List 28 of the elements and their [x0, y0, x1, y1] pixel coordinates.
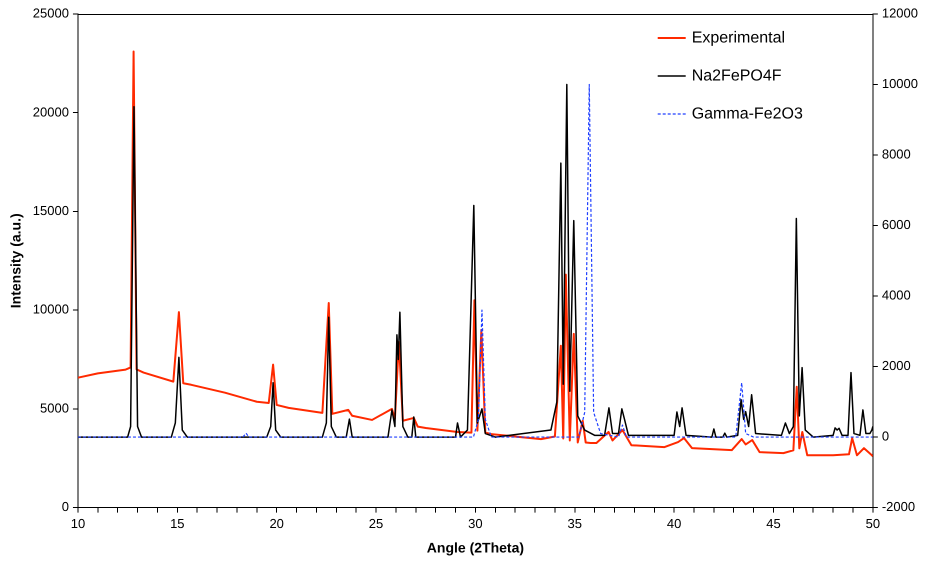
- y2-tick-label: -2000: [882, 499, 916, 514]
- x-tick-label: 45: [766, 516, 781, 531]
- x-tick-label: 40: [666, 516, 682, 531]
- y2-tick-label: 10000: [882, 76, 918, 92]
- x-tick-label: 50: [866, 516, 880, 531]
- legend-label: Na2FePO4F: [692, 67, 782, 84]
- y2-tick-label: 4000: [882, 288, 911, 303]
- y-tick-label: 5000: [40, 400, 69, 416]
- x-tick-label: 25: [368, 516, 384, 531]
- x-tick-label: 30: [468, 516, 483, 531]
- y-tick-label: 20000: [32, 104, 69, 120]
- y-tick-label: 10000: [32, 302, 69, 317]
- x-axis-title: Angle (2Theta): [426, 539, 524, 556]
- x-tick-label: 20: [269, 516, 284, 531]
- y2-tick-label: 12000: [882, 6, 918, 21]
- x-tick-label: 35: [568, 516, 582, 531]
- y-tick-label: 0: [62, 499, 69, 514]
- y2-tick-label: 6000: [882, 217, 911, 232]
- x-tick-label: 15: [170, 516, 185, 531]
- y-tick-label: 15000: [32, 203, 69, 218]
- y-tick-label: 25000: [32, 6, 69, 21]
- y2-tick-label: 2000: [882, 358, 911, 374]
- y2-tick-label: 0: [882, 428, 890, 444]
- legend-label: Gamma-Fe2O3: [692, 105, 803, 122]
- y2-tick-label: 8000: [882, 146, 911, 162]
- legend-label: Experimental: [692, 29, 786, 46]
- x-tick-label: 10: [70, 516, 86, 531]
- y-axis-title: Intensity (a.u.): [7, 213, 24, 308]
